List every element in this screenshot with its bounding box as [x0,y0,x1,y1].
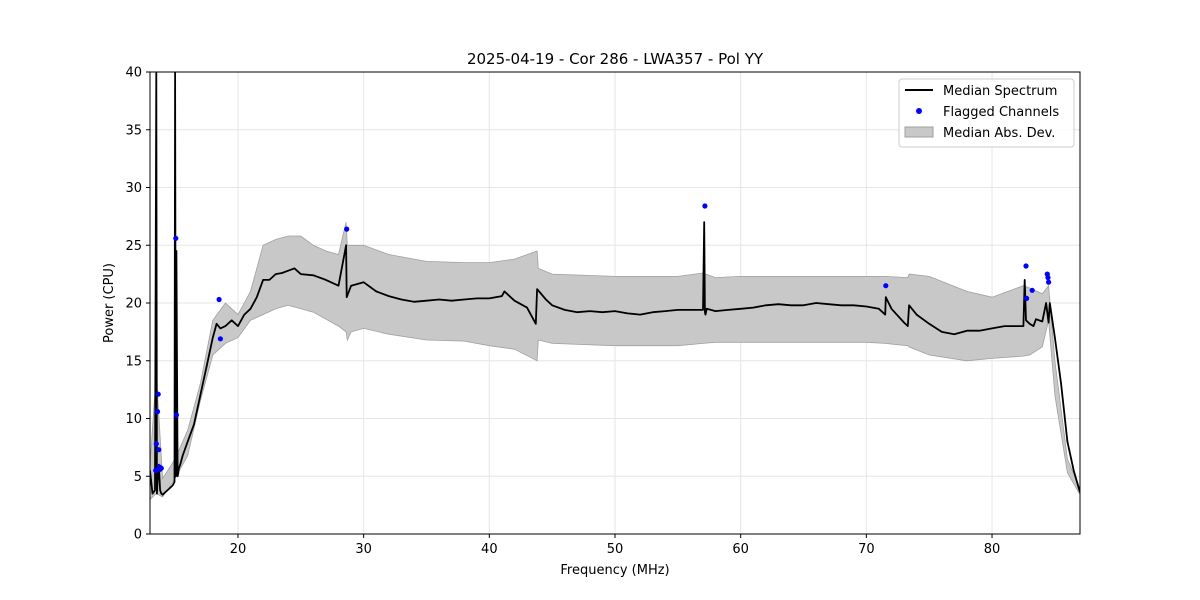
x-tick-label: 40 [481,542,498,557]
flagged-channel-point [1024,295,1030,301]
flagged-channel-point [1023,263,1029,269]
flagged-channel-point [153,467,159,474]
flagged-channel-point [153,441,159,447]
legend: Median Spectrum Flagged Channels Median … [898,78,1075,148]
flagged-channel-point [344,226,350,232]
legend-box [898,78,1075,148]
legend-median-label: Median Spectrum [943,84,1057,99]
legend-flagged-swatch [916,108,922,114]
y-tick-label: 0 [134,528,142,543]
x-tick-label: 80 [984,542,1001,557]
y-tick-label: 10 [125,412,142,427]
flagged-channels-points [153,203,1052,474]
mad-band-area [150,222,1080,500]
x-tick-label: 50 [607,542,624,557]
x-axis-label: Frequency (MHz) [560,563,669,578]
flagged-channel-point [155,391,161,397]
y-tick-label: 40 [125,66,142,81]
y-tick-label: 30 [125,181,142,196]
chart-title: 2025-04-19 - Cor 286 - LWA357 - Pol YY [467,50,764,68]
y-tick-label: 5 [134,470,142,485]
flagged-channel-point [154,409,161,415]
y-tick-label: 15 [125,354,142,369]
x-tick-label: 70 [858,542,875,557]
legend-flagged-label: Flagged Channels [943,105,1059,120]
mad-band [150,222,1080,500]
flagged-channel-point [173,235,179,241]
y-axis-label: Power (CPU) [102,263,117,343]
flagged-channel-point [883,283,889,289]
flagged-channel-point [217,336,223,342]
flagged-channel-point [216,296,222,303]
legend-mad-swatch [904,126,934,138]
flagged-channel-point [1029,287,1035,293]
x-axis-ticks: 20 30 40 50 60 70 80 [230,534,1001,557]
flagged-channel-point [702,203,708,209]
y-tick-label: 25 [125,239,142,254]
x-tick-label: 60 [732,542,749,557]
legend-mad-label: Median Abs. Dev. [943,126,1055,141]
flagged-channel-point [158,465,164,471]
x-tick-label: 20 [230,542,247,557]
median-spectrum-path [150,72,1080,496]
x-tick-label: 30 [355,542,372,557]
y-tick-label: 20 [125,297,142,312]
flagged-channel-point [156,447,162,453]
flagged-channel-point [173,412,179,418]
flagged-channel-point [1046,279,1052,285]
flagged-channel-point [1045,275,1051,281]
y-axis-ticks: 0 5 10 15 20 25 30 35 40 [125,66,150,543]
median-spectrum-line [150,72,1080,496]
y-tick-label: 35 [125,123,142,138]
